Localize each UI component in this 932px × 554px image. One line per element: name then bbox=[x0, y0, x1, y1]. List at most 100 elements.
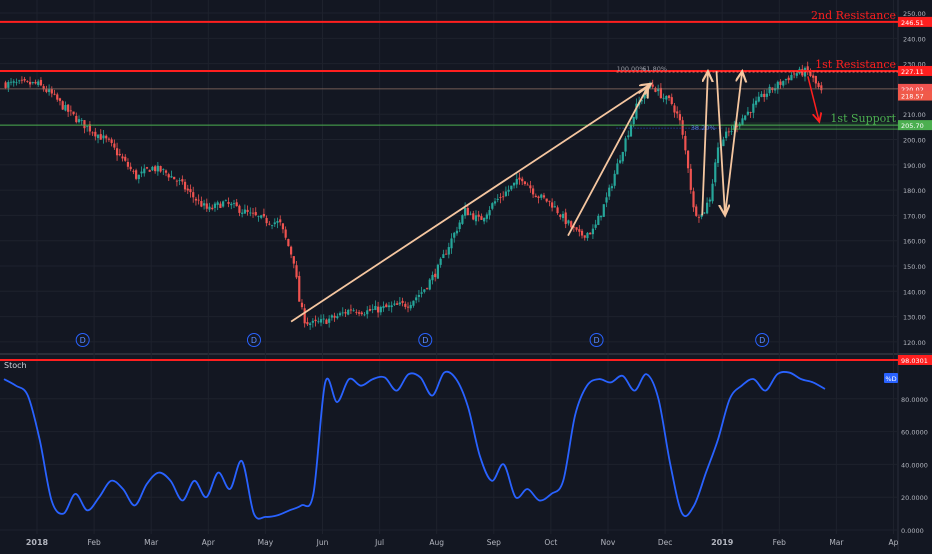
candle-body bbox=[398, 302, 401, 305]
candle-body bbox=[556, 207, 559, 214]
candle-body bbox=[640, 100, 643, 102]
candle-body bbox=[730, 131, 733, 132]
y-tick-label: 150.00 bbox=[903, 263, 926, 271]
candle-body bbox=[306, 322, 309, 325]
candle-body bbox=[768, 86, 771, 94]
candle-body bbox=[744, 115, 747, 120]
candle-body bbox=[496, 198, 499, 200]
stoch-d-line bbox=[3, 370, 826, 520]
candle-body bbox=[477, 214, 480, 217]
candle-body bbox=[143, 168, 146, 174]
candle-body bbox=[145, 167, 149, 169]
y-tick-label: 140.00 bbox=[903, 288, 926, 296]
candle-body bbox=[727, 131, 730, 133]
candle-body bbox=[757, 96, 760, 102]
candle-body bbox=[599, 215, 603, 218]
dividend-marker-label: D bbox=[80, 336, 86, 345]
dividend-marker-icon bbox=[418, 333, 433, 347]
candle-body bbox=[213, 203, 217, 208]
candle-body bbox=[216, 202, 219, 205]
candle-body bbox=[570, 221, 573, 228]
candle-body bbox=[249, 212, 252, 214]
candle-body bbox=[292, 256, 295, 264]
candle-body bbox=[113, 143, 116, 148]
candle-body bbox=[711, 183, 714, 202]
candle-body bbox=[58, 98, 62, 101]
level-price-label: 205.70 bbox=[901, 122, 924, 130]
candle-body bbox=[428, 279, 431, 290]
candle-body bbox=[295, 265, 298, 278]
candle-body bbox=[211, 207, 214, 210]
candle-body bbox=[455, 230, 459, 234]
candle-body bbox=[670, 97, 673, 104]
x-tick-label: Apr bbox=[202, 538, 216, 547]
candle-body bbox=[273, 222, 276, 225]
level-price-label: 227.11 bbox=[901, 68, 924, 76]
candle-body bbox=[458, 222, 461, 230]
candle-body bbox=[534, 195, 537, 198]
candle-body bbox=[564, 212, 567, 225]
candle-body bbox=[545, 198, 548, 202]
candle-body bbox=[461, 215, 464, 224]
candle-body bbox=[450, 238, 453, 249]
candle-body bbox=[124, 156, 127, 161]
candle-body bbox=[480, 216, 483, 220]
candle-body bbox=[559, 214, 562, 217]
candle-body bbox=[287, 239, 290, 247]
candle-body bbox=[224, 200, 227, 202]
candle-body bbox=[80, 120, 83, 121]
x-tick-label: Mar bbox=[829, 538, 844, 547]
candle-body bbox=[9, 81, 13, 83]
candle-body bbox=[246, 209, 249, 212]
candle-body bbox=[162, 169, 165, 170]
dividend-marker-label: D bbox=[759, 336, 765, 345]
candle-body bbox=[820, 85, 823, 91]
candle-body bbox=[605, 197, 608, 203]
candle-body bbox=[61, 101, 64, 110]
candle-body bbox=[181, 179, 184, 182]
x-tick-label: Feb bbox=[773, 538, 787, 547]
candle-body bbox=[444, 253, 448, 255]
candle-body bbox=[170, 176, 173, 178]
candle-body bbox=[7, 82, 10, 88]
price-tag bbox=[898, 83, 932, 94]
candle-body bbox=[12, 81, 15, 83]
x-tick-label: Sep bbox=[487, 538, 501, 547]
candle-body bbox=[613, 173, 616, 186]
candle-body bbox=[627, 135, 630, 138]
fib-label: 38.20% bbox=[691, 124, 716, 132]
dividend-marker-icon bbox=[75, 333, 90, 347]
y-tick-label: 240.00 bbox=[903, 35, 926, 43]
candle-body bbox=[265, 218, 268, 224]
candle-body bbox=[621, 151, 624, 162]
dividend-marker-label: D bbox=[422, 336, 428, 345]
candle-body bbox=[706, 202, 709, 214]
candle-body bbox=[257, 216, 260, 218]
candle-body bbox=[268, 223, 271, 225]
candle-body bbox=[434, 273, 437, 278]
candle-body bbox=[39, 79, 43, 86]
level-price-tag bbox=[898, 16, 932, 27]
x-tick-label: Nov bbox=[601, 538, 616, 547]
candle-body bbox=[703, 212, 706, 214]
candle-body bbox=[328, 318, 331, 323]
candle-body bbox=[34, 81, 37, 84]
candle-body bbox=[156, 165, 159, 172]
candle-body bbox=[333, 315, 336, 318]
candle-body bbox=[344, 312, 347, 314]
candle-body bbox=[447, 247, 450, 255]
candle-body bbox=[597, 215, 600, 225]
candle-body bbox=[50, 89, 53, 94]
candle-body bbox=[298, 275, 301, 302]
candle-body bbox=[243, 209, 246, 214]
candle-body bbox=[608, 187, 611, 197]
candle-body bbox=[72, 111, 75, 115]
candle-body bbox=[303, 308, 306, 324]
level-annotation: 2nd Resistance bbox=[811, 9, 896, 22]
candle-body bbox=[567, 220, 570, 224]
candle-body bbox=[387, 305, 391, 308]
candle-body bbox=[15, 82, 18, 84]
candle-body bbox=[319, 319, 323, 323]
candle-body bbox=[347, 309, 350, 315]
